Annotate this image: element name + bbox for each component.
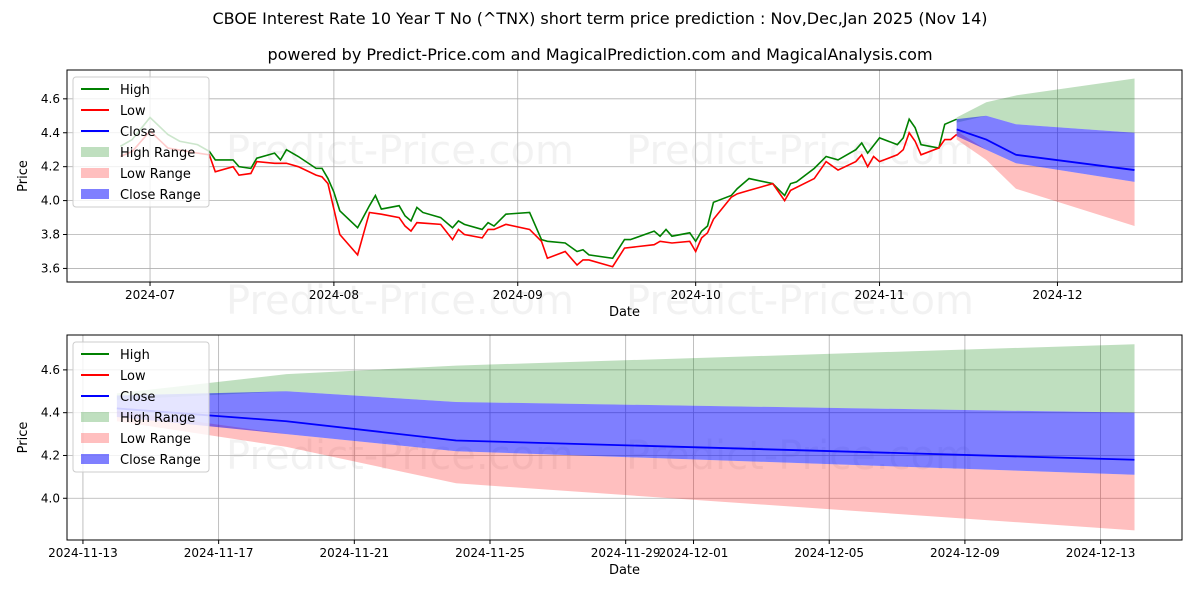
watermark: Predict-Price.com bbox=[626, 128, 974, 174]
legend-label-low-range: Low Range bbox=[120, 432, 191, 447]
legend-label-low: Low bbox=[120, 369, 146, 384]
x-axis-label: Date bbox=[609, 563, 640, 578]
high-range-band bbox=[956, 78, 1135, 133]
x-tick-label: 2024-12-05 bbox=[794, 546, 864, 560]
legend-label-low-range: Low Range bbox=[120, 167, 191, 182]
legend-swatch-close-range bbox=[81, 454, 109, 464]
legend-label-low: Low bbox=[120, 104, 146, 119]
y-tick-label: 3.6 bbox=[41, 261, 60, 275]
chart-subtitle: powered by Predict-Price.com and Magical… bbox=[267, 45, 933, 64]
y-tick-label: 4.6 bbox=[41, 92, 60, 106]
legend-label-close: Close bbox=[120, 390, 155, 405]
legend: High Low Close High Range Low Range Close Ran… bbox=[72, 76, 210, 208]
x-tick-label: 2024-11-21 bbox=[319, 546, 389, 560]
plot-area bbox=[116, 344, 1135, 531]
axes-frame bbox=[66, 69, 1183, 283]
y-tick-label: 4.0 bbox=[41, 194, 60, 208]
low-line bbox=[120, 129, 958, 268]
plot-area bbox=[119, 78, 1135, 268]
x-tick-label: 2024-12-01 bbox=[659, 546, 729, 560]
y-tick-label: 4.4 bbox=[41, 126, 60, 140]
legend-swatch-close-range bbox=[81, 189, 109, 199]
legend-swatch-high-range bbox=[81, 412, 109, 422]
x-tick-label: 2024-11 bbox=[854, 288, 904, 302]
y-axis-label: Price bbox=[16, 160, 31, 192]
legend-swatch-low-range bbox=[81, 433, 109, 443]
legend-label-close-range: Close Range bbox=[120, 188, 201, 203]
y-tick-label: 3.8 bbox=[41, 228, 60, 242]
legend: High Low Close High Range Low Range Close Ran… bbox=[72, 341, 210, 473]
legend-swatch-low-range bbox=[81, 168, 109, 178]
low-range-band bbox=[116, 410, 1135, 531]
y-tick-label: 4.2 bbox=[41, 448, 60, 462]
chart-title: CBOE Interest Rate 10 Year T No (^TNX) s… bbox=[212, 9, 988, 28]
low-range-band bbox=[956, 131, 1135, 227]
watermark: Predict-Price.com bbox=[626, 278, 974, 324]
close-line bbox=[956, 128, 1135, 171]
forecast-panel: Predict-Price.comPredict-Price.com2024-1… bbox=[16, 334, 1183, 578]
y-axis-label: Price bbox=[16, 422, 31, 454]
history-panel: Predict-Price.com Predict-Price.com Predic… bbox=[16, 69, 1183, 324]
axes-frame bbox=[66, 334, 1183, 541]
x-tick-label: 2024-12-13 bbox=[1066, 546, 1136, 560]
watermark: Predict-Price.com bbox=[226, 278, 574, 324]
y-tick-label: 4.2 bbox=[41, 160, 60, 174]
x-tick-label: 2024-09 bbox=[493, 288, 543, 302]
x-tick-label: 2024-11-25 bbox=[455, 546, 525, 560]
legend-swatch-high-range bbox=[81, 147, 109, 157]
x-axis-label: Date bbox=[609, 305, 640, 320]
close-range-band bbox=[956, 115, 1135, 182]
x-tick-label: 2024-10 bbox=[671, 288, 721, 302]
y-tick-label: 4.0 bbox=[41, 491, 60, 505]
legend-label-high-range: High Range bbox=[120, 411, 195, 426]
x-tick-label: 2024-12 bbox=[1032, 288, 1082, 302]
y-tick-label: 4.4 bbox=[41, 406, 60, 420]
x-tick-label: 2024-11-13 bbox=[48, 546, 118, 560]
legend-label-close: Close bbox=[120, 125, 155, 140]
legend-label-high: High bbox=[120, 83, 150, 98]
legend-label-high: High bbox=[120, 348, 150, 363]
y-tick-label: 4.6 bbox=[41, 363, 60, 377]
high-range-band bbox=[116, 344, 1135, 413]
close-range-band bbox=[116, 391, 1135, 475]
x-tick-label: 2024-08 bbox=[309, 288, 359, 302]
high-line bbox=[119, 116, 957, 260]
x-tick-label: 2024-11-29 bbox=[591, 546, 661, 560]
x-tick-label: 2024-07 bbox=[125, 288, 175, 302]
watermark: Predict-Price.com bbox=[226, 128, 574, 174]
x-tick-label: 2024-12-09 bbox=[930, 546, 1000, 560]
x-tick-label: 2024-11-17 bbox=[184, 546, 254, 560]
legend-label-close-range: Close Range bbox=[120, 453, 201, 468]
legend-label-high-range: High Range bbox=[120, 146, 195, 161]
